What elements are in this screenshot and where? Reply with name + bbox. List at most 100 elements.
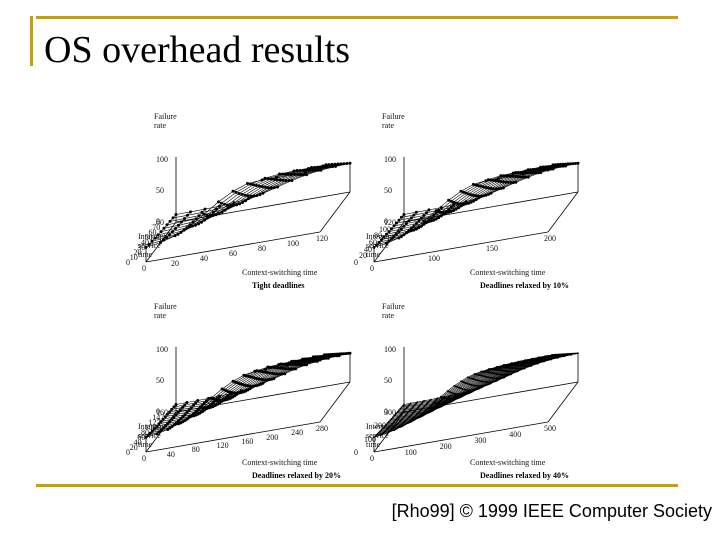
mesh-node (472, 193, 475, 197)
mesh-node (386, 422, 389, 424)
mesh-node (155, 424, 159, 428)
mesh-node (194, 223, 197, 227)
mesh-node (404, 231, 408, 235)
y-tick-label: 120 (384, 218, 396, 227)
mesh-node (542, 356, 545, 359)
mesh-node (433, 406, 436, 408)
mesh-node (178, 408, 182, 412)
mesh-node (422, 214, 426, 217)
mesh-node (454, 395, 456, 398)
mesh-node (212, 210, 215, 214)
mesh-node (570, 352, 573, 355)
mesh-node (529, 359, 532, 361)
mesh-node (422, 219, 426, 223)
mesh-node (185, 410, 189, 414)
z-tick-label: 50 (384, 376, 392, 385)
mesh-node (273, 186, 276, 189)
mesh-node (506, 174, 510, 178)
mesh-node (144, 245, 148, 249)
mesh-node (474, 194, 478, 198)
mesh-node (521, 175, 525, 179)
mesh-node (449, 394, 452, 397)
mesh-node (511, 174, 515, 178)
mesh-node (419, 216, 423, 220)
mesh-node (506, 366, 509, 368)
mesh-node (290, 359, 294, 363)
mesh-node (294, 363, 298, 366)
mesh-node (379, 430, 382, 432)
mesh-node (517, 364, 520, 367)
mesh-node (556, 163, 560, 166)
mesh-node (452, 396, 455, 399)
mesh-node (532, 360, 535, 363)
surface-plot-relaxed-10: Failure rate 100 50 0 120 100 80 60 40 20 0 Interru… (354, 112, 582, 292)
z-tick-label: 0 (156, 407, 160, 416)
y-axis-label: Interrupt service time (138, 422, 166, 449)
mesh-node (287, 172, 290, 176)
x-tick-label: 100 (404, 448, 417, 457)
mesh-node (418, 405, 420, 408)
mesh-node (220, 210, 224, 214)
mesh-node (246, 182, 249, 185)
z-tick-label: 100 (384, 345, 396, 354)
mesh-node (477, 194, 480, 198)
mesh-node (454, 207, 458, 211)
mesh-node (223, 208, 227, 212)
mesh-node (404, 423, 407, 425)
mesh-node (411, 406, 414, 409)
mesh-line (398, 163, 574, 221)
mesh-node (281, 366, 285, 370)
surface-plot-relaxed-40: Failure rate 100 50 0 300 200 100 0 Interrupt se… (354, 302, 582, 482)
mesh-node (176, 232, 180, 236)
mesh-node (150, 239, 154, 243)
mesh-node (474, 183, 478, 187)
mesh-node (463, 391, 466, 394)
x-tick-label: 120 (316, 234, 328, 243)
mesh-node (281, 172, 284, 176)
mesh-node (403, 409, 406, 412)
mesh-node (285, 364, 289, 368)
mesh-node (253, 369, 257, 373)
mesh-node (203, 207, 207, 211)
mesh-node (516, 367, 518, 370)
mesh-node (249, 182, 252, 186)
mesh-node (498, 366, 501, 368)
mesh-node (163, 415, 167, 419)
mesh-node (516, 171, 520, 174)
mesh-node (231, 189, 235, 193)
mesh-node (402, 410, 405, 413)
mesh-node (313, 165, 316, 169)
mesh-node (172, 415, 176, 419)
mesh-node (526, 359, 529, 361)
mesh-node (165, 236, 168, 239)
mesh-node (168, 219, 172, 223)
mesh-node (185, 401, 189, 404)
mesh-node (383, 426, 385, 428)
y-tick-label: 20 (129, 443, 138, 452)
mesh-node (549, 167, 553, 171)
mesh-node (491, 178, 495, 182)
mesh-node (382, 235, 386, 239)
mesh-node (519, 171, 523, 174)
mesh-node (517, 360, 520, 363)
mesh-node (272, 177, 276, 181)
mesh-node (422, 406, 425, 409)
mesh-node (550, 354, 553, 356)
plot-axis (145, 421, 321, 453)
x-tick-label: 80 (191, 445, 200, 455)
mesh-node (255, 194, 259, 197)
mesh-node (218, 401, 222, 405)
mesh-node (307, 167, 310, 170)
mesh-node (174, 413, 178, 417)
mesh-node (509, 362, 512, 365)
mesh-node (571, 162, 575, 166)
mesh-node (398, 425, 400, 428)
mesh-node (501, 180, 505, 184)
mesh-node (518, 362, 520, 365)
mesh-node (162, 238, 165, 242)
mesh-node (459, 202, 463, 206)
plot-axis (373, 421, 549, 453)
mesh-node (467, 192, 470, 196)
y-tick-label: 100 (364, 434, 376, 444)
mesh-node (389, 237, 393, 241)
